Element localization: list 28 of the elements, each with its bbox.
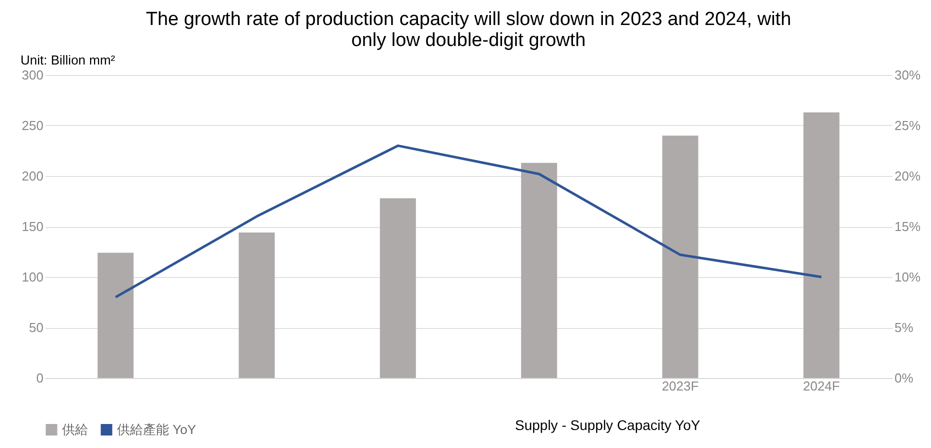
y-tick-label: 100 bbox=[22, 270, 44, 284]
x-tick-label: 2024F bbox=[802, 378, 840, 394]
y2-tick-label: 5% bbox=[894, 320, 914, 335]
y2-tick-label: 25% bbox=[894, 118, 921, 133]
bar bbox=[380, 198, 416, 378]
legend-label: 供給 bbox=[62, 422, 88, 437]
legend-label: 供給產能 YoY bbox=[117, 422, 196, 437]
y-tick-label: 0 bbox=[36, 370, 44, 386]
y-tick-label: 300 bbox=[22, 68, 44, 82]
bar bbox=[238, 232, 275, 378]
bar bbox=[803, 112, 840, 378]
line-series bbox=[114, 144, 823, 298]
x-tick-label: 2023F bbox=[662, 378, 699, 394]
y-tick-label: 200 bbox=[22, 168, 44, 184]
y2-tick-label: 0% bbox=[894, 370, 914, 386]
y-tick-label: 250 bbox=[22, 118, 44, 133]
bar bbox=[98, 252, 134, 378]
y-tick-label: 150 bbox=[22, 219, 44, 234]
y2-tick-label: 15% bbox=[894, 219, 921, 234]
y2-tick-label: 10% bbox=[894, 270, 921, 284]
bar bbox=[662, 136, 698, 378]
y-axis-title: Unit: Billion mm² bbox=[20, 52, 116, 68]
chart-title: The growth rate of production capacity will slow down in 2023 and 2024, with only low double-digit growth bbox=[146, 9, 792, 51]
bar bbox=[521, 162, 558, 378]
text: Supply - Supply Capacity YoY bbox=[515, 417, 701, 433]
y-tick-label: 50 bbox=[29, 320, 44, 335]
y2-tick-label: 20% bbox=[894, 168, 921, 184]
y2-tick-label: 30% bbox=[894, 68, 921, 82]
